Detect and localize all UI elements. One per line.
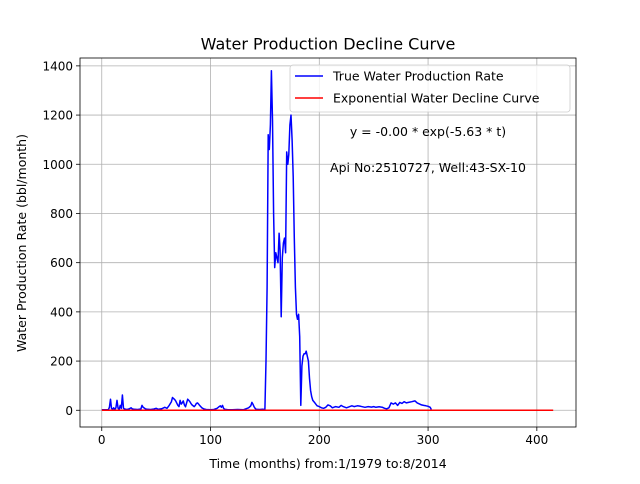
y-tick-label: 400 [50, 305, 73, 319]
x-tick-label: 0 [98, 433, 106, 447]
series-line-1 [101, 70, 432, 411]
equation-annotation: y = -0.00 * exp(-5.63 * t) [350, 124, 506, 139]
y-tick-label: 1400 [42, 59, 73, 73]
plot-frame [79, 57, 577, 428]
legend: True Water Production Rate Exponential Wa… [289, 64, 571, 113]
y-tick-label: 0 [65, 404, 73, 418]
chart-title: Water Production Decline Curve [201, 35, 456, 54]
y-tick-label: 600 [50, 256, 73, 270]
x-axis: 0 100 200 300 400 [98, 427, 548, 447]
legend-label: Exponential Water Decline Curve [333, 91, 540, 106]
x-tick-label: 400 [525, 433, 548, 447]
y-tick-label: 1000 [42, 158, 73, 172]
series-layer [101, 70, 554, 412]
x-tick-label: 200 [308, 433, 331, 447]
y-tick-label: 200 [50, 355, 73, 369]
x-tick-label: 100 [199, 433, 222, 447]
x-tick-label: 300 [417, 433, 440, 447]
x-axis-label: Time (months) from:1/1979 to:8/2014 [208, 456, 446, 471]
legend-label: True Water Production Rate [332, 69, 504, 84]
legend-box [289, 64, 571, 113]
well-annotation: Api No:2510727, Well:43-SX-10 [330, 160, 526, 175]
y-axis-label: Water Production Rate (bbl/month) [14, 134, 29, 352]
y-tick-label: 1200 [42, 109, 73, 123]
y-axis: 0 200 400 600 800 1000 1200 1400 [42, 59, 80, 418]
grid [80, 58, 576, 427]
y-tick-label: 800 [50, 207, 73, 221]
